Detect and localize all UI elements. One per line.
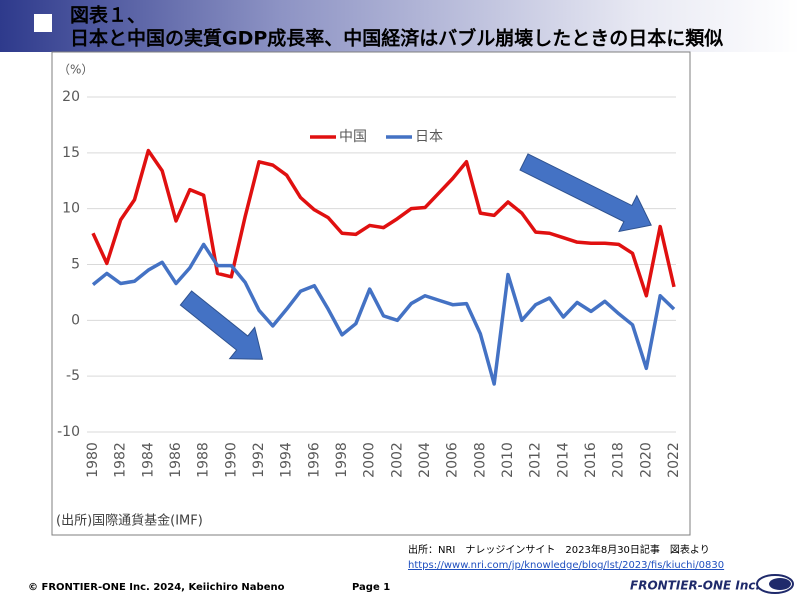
x-tick-label: 1998 — [334, 442, 350, 478]
copyright: © FRONTIER-ONE Inc. 2024, Keiichiro Nabe… — [28, 582, 285, 593]
x-tick-label: 1996 — [306, 442, 322, 478]
x-tick-label: 2018 — [611, 442, 627, 478]
source-note: 出所：NRI ナレッジインサイト 2023年8月30日記事 図表より — [408, 543, 710, 556]
x-tick-label: 1980 — [85, 442, 101, 478]
x-tick-label: 2002 — [389, 442, 405, 478]
arrow-shape — [179, 290, 264, 360]
y-tick-label: 10 — [62, 201, 80, 217]
y-unit: （%） — [58, 63, 93, 77]
x-tick-label: 1986 — [168, 442, 184, 478]
series-line — [91, 242, 676, 386]
x-tick-label: 2022 — [666, 442, 682, 478]
x-tick-label: 1988 — [196, 442, 212, 478]
x-tick-label: 1994 — [279, 442, 295, 478]
x-tick-label: 1990 — [223, 442, 239, 478]
x-tick-label: 2000 — [362, 442, 378, 478]
arrow — [519, 153, 652, 233]
legend-label: 日本 — [415, 129, 443, 145]
series-line — [91, 148, 676, 298]
arrow — [179, 290, 264, 360]
x-tick-label: 2006 — [445, 442, 461, 478]
y-tick-label: 5 — [71, 257, 80, 273]
y-tick-label: 0 — [71, 312, 80, 328]
x-tick-label: 2016 — [583, 442, 599, 478]
plot: （%） (出所)国際通貨基金(IMF) -10 -5 0 5 10 15 20 1980 1982 1… — [56, 63, 682, 529]
x-tick-label: 2008 — [472, 442, 488, 478]
legend-label: 中国 — [339, 129, 367, 145]
header-icon — [34, 14, 52, 32]
arrow-shape — [519, 153, 652, 233]
page-number: Page 1 — [352, 582, 390, 593]
x-tick-label: 1982 — [113, 442, 129, 478]
y-tick-label: -5 — [66, 368, 80, 384]
title-line: 図表１、 — [70, 4, 146, 27]
x-tick-label: 2010 — [500, 442, 516, 478]
y-tick-label: 15 — [62, 145, 80, 161]
x-tick-label: 2020 — [638, 442, 654, 478]
logo-mark — [769, 578, 791, 590]
header-band — [0, 0, 800, 52]
chart-note: (出所)国際通貨基金(IMF) — [56, 513, 203, 529]
x-tick-label: 1992 — [251, 442, 267, 478]
x-tick-label: 2014 — [555, 442, 571, 478]
logo-text: FRONTIER-ONE Inc. — [630, 579, 760, 593]
source-link[interactable]: https://www.nri.com/jp/knowledge/blog/ls… — [408, 560, 724, 571]
y-tick-label: -10 — [57, 424, 80, 440]
x-tick-label: 2004 — [417, 442, 433, 478]
x-tick-label: 2012 — [528, 442, 544, 478]
title-line: 日本と中国の実質GDP成長率、中国経済はバブル崩壊したときの日本に類似 — [70, 27, 723, 50]
x-tick-label: 1984 — [140, 442, 156, 478]
y-tick-label: 20 — [62, 89, 80, 105]
